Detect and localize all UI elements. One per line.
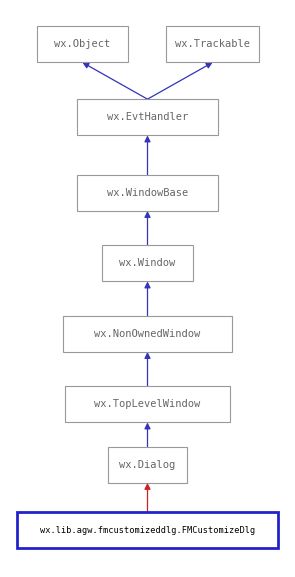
Text: wx.Dialog: wx.Dialog xyxy=(119,460,176,470)
FancyBboxPatch shape xyxy=(108,447,187,483)
Text: wx.lib.agw.fmcustomizeddlg.FMCustomizeDlg: wx.lib.agw.fmcustomizeddlg.FMCustomizeDl… xyxy=(40,526,255,535)
Text: wx.Object: wx.Object xyxy=(54,39,111,49)
FancyBboxPatch shape xyxy=(63,316,232,352)
Text: wx.EvtHandler: wx.EvtHandler xyxy=(107,113,188,122)
FancyBboxPatch shape xyxy=(166,26,259,62)
FancyBboxPatch shape xyxy=(77,175,218,211)
FancyBboxPatch shape xyxy=(102,245,193,282)
Text: wx.Trackable: wx.Trackable xyxy=(175,39,250,49)
FancyBboxPatch shape xyxy=(65,386,230,422)
Text: wx.NonOwnedWindow: wx.NonOwnedWindow xyxy=(94,329,201,339)
FancyBboxPatch shape xyxy=(77,99,218,136)
FancyBboxPatch shape xyxy=(37,26,128,62)
Text: wx.WindowBase: wx.WindowBase xyxy=(107,188,188,198)
Text: wx.Window: wx.Window xyxy=(119,258,176,268)
Text: wx.TopLevelWindow: wx.TopLevelWindow xyxy=(94,399,201,409)
FancyBboxPatch shape xyxy=(17,512,278,548)
